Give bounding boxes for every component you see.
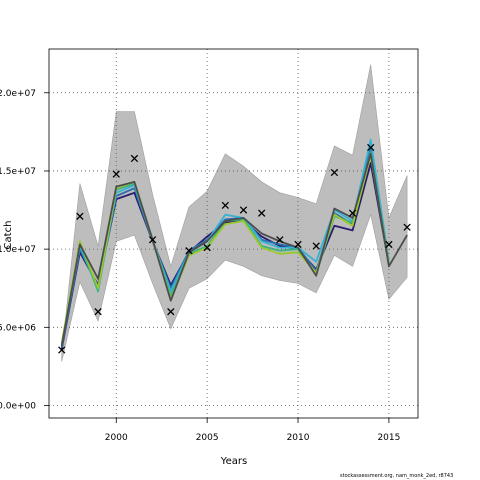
observed-point	[203, 243, 211, 252]
y-tick-label: 2.0e+07	[0, 89, 36, 99]
observed-point	[112, 170, 120, 178]
observed-point	[167, 308, 175, 316]
x-tick-label: 2015	[377, 433, 400, 443]
footer-credit: stockassessment.org, nam_monk_2ed, r8743	[340, 473, 454, 479]
observed-point	[258, 209, 266, 217]
observed-point	[58, 346, 66, 354]
observed-point	[385, 240, 393, 249]
observed-point	[130, 154, 139, 163]
observed-point	[403, 223, 411, 231]
observed-point	[76, 212, 84, 220]
x-tick-label: 2000	[105, 433, 128, 443]
confidence-band	[61, 64, 408, 362]
y-tick-label: 1.0e+07	[0, 245, 36, 255]
plot-frame	[48, 48, 419, 419]
y-axis-label: Catch	[3, 221, 14, 250]
y-tick-label: 1.5e+07	[0, 167, 36, 177]
observed-point	[148, 236, 157, 244]
y-tick-label: 5.0e+06	[0, 323, 36, 333]
observed-point	[348, 209, 357, 217]
y-tick-label: 0.0e+00	[0, 401, 36, 411]
observed-point	[94, 308, 102, 316]
observed-point	[239, 206, 248, 214]
observed-point	[294, 240, 302, 249]
observed-point	[276, 236, 284, 244]
x-axis-label: Years	[220, 456, 247, 467]
observed-point	[185, 247, 193, 255]
observed-point	[330, 168, 339, 177]
observed-point	[367, 143, 375, 152]
x-tick-label: 2005	[196, 433, 219, 443]
observed-point	[221, 201, 229, 210]
x-tick-label: 2010	[287, 433, 310, 443]
observed-point	[312, 242, 320, 250]
